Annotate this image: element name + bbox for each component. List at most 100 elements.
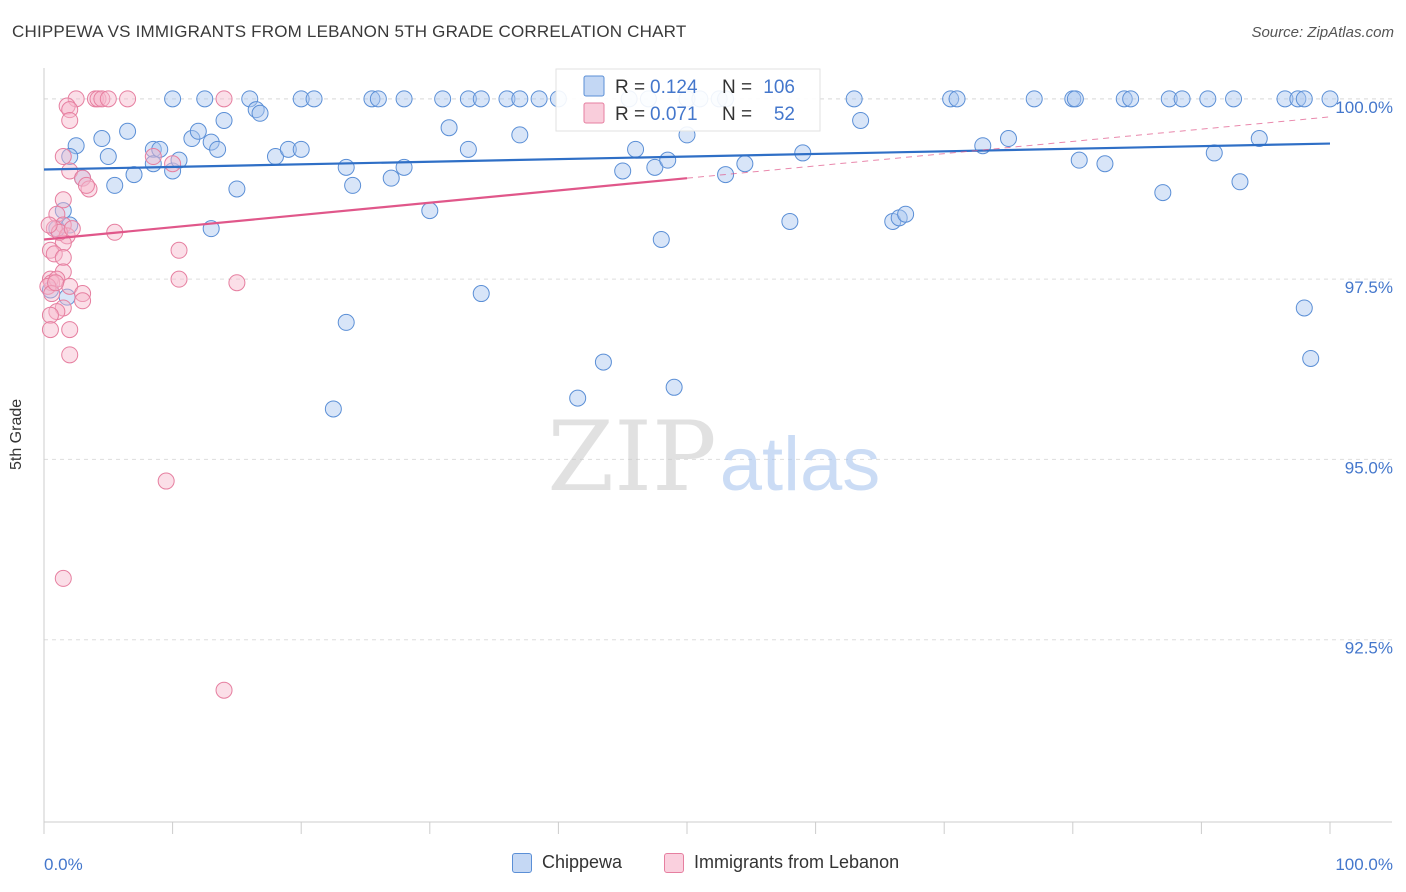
data-point-chippewa[interactable] [472,90,490,108]
data-point-lebanon[interactable] [54,148,72,166]
data-point-chippewa[interactable] [292,140,310,158]
data-point-chippewa[interactable] [337,158,355,176]
data-point-chippewa[interactable] [363,90,381,108]
data-point-chippewa[interactable] [1154,184,1172,202]
data-point-chippewa[interactable] [569,389,587,407]
data-point-lebanon[interactable] [74,285,92,303]
data-point-lebanon[interactable] [157,472,175,490]
data-point-chippewa[interactable] [164,90,182,108]
data-point-chippewa[interactable] [1225,90,1243,108]
data-point-lebanon[interactable] [89,90,107,108]
data-point-chippewa[interactable] [369,90,387,108]
data-point-chippewa[interactable] [1122,90,1140,108]
data-point-chippewa[interactable] [897,205,915,223]
data-point-chippewa[interactable] [1250,130,1268,148]
data-point-chippewa[interactable] [324,400,342,418]
data-point-chippewa[interactable] [144,140,162,158]
data-point-chippewa[interactable] [781,212,799,230]
data-point-chippewa[interactable] [125,166,143,184]
data-point-chippewa[interactable] [1000,130,1017,148]
data-point-chippewa[interactable] [434,90,452,108]
data-point-chippewa[interactable] [1070,151,1088,169]
data-point-chippewa[interactable] [99,148,117,166]
data-point-chippewa[interactable] [1289,90,1307,108]
data-point-lebanon[interactable] [61,321,79,339]
data-point-chippewa[interactable] [440,119,458,137]
data-point-chippewa[interactable] [942,90,960,108]
data-point-chippewa[interactable] [382,169,400,187]
data-point-chippewa[interactable] [305,90,323,108]
data-point-lebanon[interactable] [54,249,72,266]
data-point-lebanon[interactable] [63,220,81,238]
data-point-lebanon[interactable] [77,176,95,194]
data-point-chippewa[interactable] [498,90,516,108]
data-point-chippewa[interactable] [189,122,207,140]
data-point-chippewa[interactable] [228,180,246,198]
data-point-chippewa[interactable] [627,140,645,158]
data-point-lebanon[interactable] [43,285,61,303]
data-point-chippewa[interactable] [511,90,529,108]
data-point-chippewa[interactable] [202,133,220,151]
data-point-lebanon[interactable] [54,191,72,209]
data-point-chippewa[interactable] [1295,299,1313,317]
data-point-chippewa[interactable] [119,122,137,140]
data-point-lebanon[interactable] [41,321,59,339]
data-point-chippewa[interactable] [665,378,683,396]
data-point-chippewa[interactable] [530,90,548,108]
data-point-lebanon[interactable] [215,681,233,699]
data-point-lebanon[interactable] [170,241,188,259]
data-point-chippewa[interactable] [196,90,214,108]
data-point-chippewa[interactable] [659,151,677,169]
data-point-chippewa[interactable] [736,155,754,173]
data-point-chippewa[interactable] [344,176,362,194]
data-point-chippewa[interactable] [209,140,227,158]
data-point-chippewa[interactable] [183,130,201,148]
data-point-chippewa[interactable] [459,140,477,158]
data-point-chippewa[interactable] [1025,90,1043,108]
data-point-chippewa[interactable] [1231,173,1249,191]
data-point-chippewa[interactable] [646,158,664,176]
data-point-chippewa[interactable] [251,104,269,122]
data-point-lebanon[interactable] [54,569,72,587]
data-point-chippewa[interactable] [106,176,124,194]
data-point-chippewa[interactable] [151,140,169,158]
data-point-lebanon[interactable] [170,270,188,288]
data-point-chippewa[interactable] [845,90,863,108]
data-point-lebanon[interactable] [144,148,162,166]
data-point-chippewa[interactable] [1199,90,1217,108]
data-point-lebanon[interactable] [61,277,79,295]
data-point-chippewa[interactable] [472,285,490,303]
data-point-chippewa[interactable] [395,90,413,108]
data-point-chippewa[interactable] [421,202,439,220]
legend-item-chippewa[interactable]: Chippewa [512,852,622,873]
data-point-chippewa[interactable] [1066,90,1084,108]
data-point-lebanon[interactable] [61,111,79,129]
data-point-chippewa[interactable] [1160,90,1178,108]
data-point-lebanon[interactable] [40,216,58,234]
data-point-lebanon[interactable] [61,346,79,364]
data-point-chippewa[interactable] [1276,90,1294,108]
data-point-chippewa[interactable] [1205,144,1223,162]
data-point-lebanon[interactable] [67,90,85,108]
data-point-lebanon[interactable] [45,245,63,263]
data-point-chippewa[interactable] [459,90,477,108]
data-point-lebanon[interactable] [41,306,59,324]
data-point-chippewa[interactable] [215,111,233,129]
data-point-chippewa[interactable] [241,90,259,108]
data-point-lebanon[interactable] [74,292,92,310]
data-point-lebanon[interactable] [228,274,246,292]
data-point-chippewa[interactable] [852,111,870,129]
data-point-lebanon[interactable] [93,90,111,108]
legend-item-lebanon[interactable]: Immigrants from Lebanon [664,852,899,873]
data-point-chippewa[interactable] [1295,90,1313,108]
data-point-chippewa[interactable] [1096,155,1114,173]
data-point-chippewa[interactable] [1321,90,1339,108]
data-point-chippewa[interactable] [292,90,310,108]
data-point-chippewa[interactable] [279,140,297,158]
data-point-chippewa[interactable] [594,353,612,371]
data-point-lebanon[interactable] [99,90,117,108]
data-point-lebanon[interactable] [119,90,137,108]
data-point-chippewa[interactable] [614,162,632,180]
data-point-chippewa[interactable] [948,90,966,108]
data-point-chippewa[interactable] [652,230,670,248]
